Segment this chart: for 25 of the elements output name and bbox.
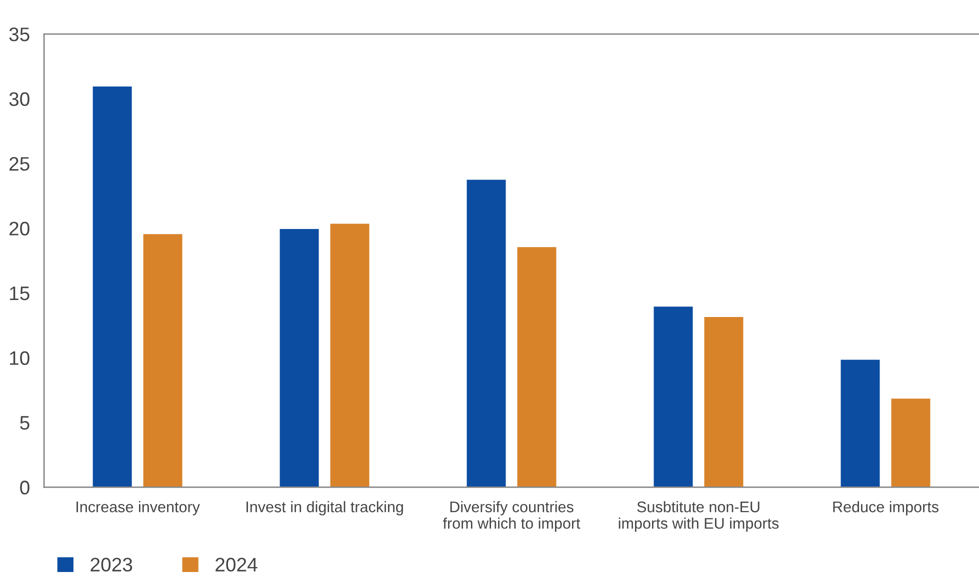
- y-tick-label: 25: [10, 156, 30, 171]
- bar: [890, 397, 932, 488]
- bar: [652, 305, 694, 488]
- x-tick-label: Increase inventory: [76, 501, 200, 516]
- bar: [839, 358, 882, 488]
- bar: [278, 228, 320, 488]
- y-tick-label: 20: [10, 222, 30, 236]
- y-tick-label: 30: [9, 92, 30, 106]
- x-tick-label: Invest in digital tracking: [246, 501, 403, 516]
- x-tick-label: Susbtitute non-EU imports with EU imports: [618, 501, 779, 532]
- bar: [142, 232, 184, 488]
- legend-label: 2023: [90, 558, 132, 572]
- y-tick-label: 15: [10, 286, 30, 300]
- y-tick-label: 5: [20, 416, 30, 430]
- bar: [516, 246, 558, 488]
- y-tick-label: 10: [10, 351, 30, 365]
- bar: [91, 85, 134, 488]
- legend-label: 2024: [216, 558, 258, 572]
- bar: [465, 178, 508, 488]
- bar: [328, 222, 371, 488]
- x-tick-label: Reduce imports: [833, 501, 938, 516]
- y-tick-label: 0: [20, 480, 30, 494]
- x-tick-label: Diversify countries from which to import: [442, 501, 580, 532]
- y-tick-label: 35: [9, 28, 30, 42]
- bar: [702, 316, 745, 488]
